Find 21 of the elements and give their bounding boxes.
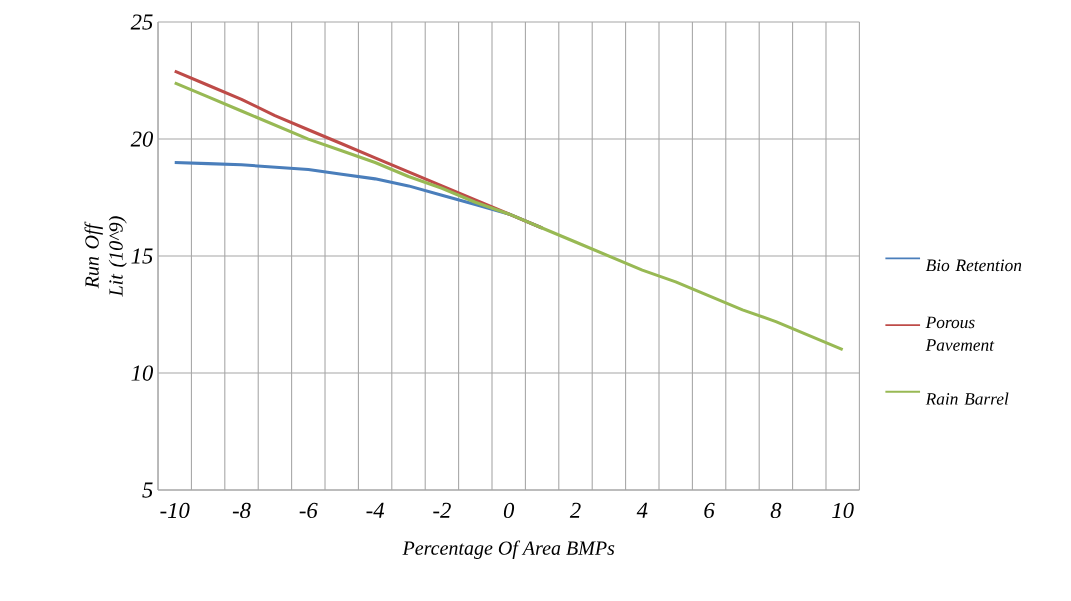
legend-label: Rain Barrel <box>925 392 1009 405</box>
y-tick-label: 10 <box>131 365 154 381</box>
x-tick-label: 2 <box>569 502 581 518</box>
x-tick-label: 10 <box>832 502 854 519</box>
legend-label: Porous Pavement <box>925 316 995 351</box>
legend-label: Bio Retention <box>925 259 1022 272</box>
x-tick-label: -4 <box>366 502 385 518</box>
x-tick-label: -10 <box>160 502 190 519</box>
y-tick-label: 5 <box>142 482 153 498</box>
y-tick-label: 20 <box>130 131 154 147</box>
y-axis-title: Run Off Lit (10^9) <box>84 216 127 297</box>
x-tick-label: 0 <box>503 502 515 519</box>
y-tick-label: 25 <box>130 14 153 30</box>
x-tick-label: 6 <box>704 502 715 518</box>
x-tick-label: 8 <box>770 502 782 519</box>
x-tick-label: -2 <box>433 502 451 518</box>
x-tick-label: 4 <box>636 502 648 518</box>
x-tick-label: -6 <box>299 502 318 518</box>
y-tick-label: 15 <box>131 248 153 264</box>
x-axis-title: Percentage Of Area BMPs <box>402 540 615 559</box>
x-tick-label: -8 <box>232 502 251 519</box>
